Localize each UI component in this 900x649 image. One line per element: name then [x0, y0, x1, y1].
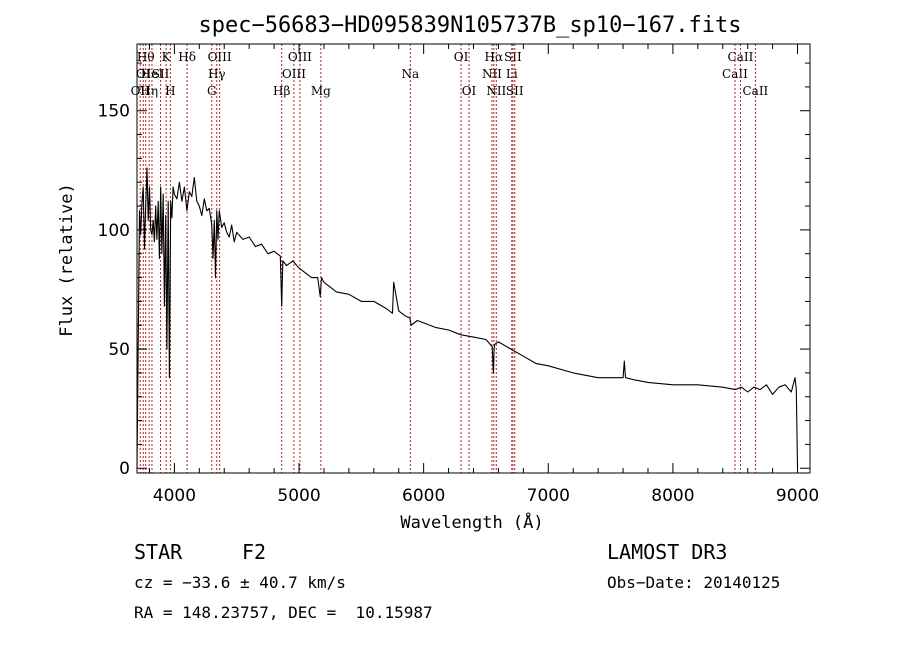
line-marker-label: Hδ: [178, 50, 196, 64]
line-marker-label: OI: [136, 67, 151, 81]
line-marker-label: CaII: [742, 84, 768, 98]
line-marker-label: Hγ: [208, 67, 226, 81]
observation-date: Obs−Date: 20140125: [607, 573, 781, 592]
spectrum-series: [136, 167, 799, 469]
line-marker-label: NII: [486, 84, 506, 98]
y-axis-label: Flux (relative): [57, 183, 77, 337]
y-tick-label: 50: [108, 340, 130, 360]
chart-title: spec−56683−HD095839N105737B_sp10−167.fit…: [198, 13, 741, 38]
y-tick-label: 0: [119, 459, 130, 479]
x-tick-label: 5000: [277, 486, 320, 506]
survey-name: LAMOST DR3: [607, 540, 728, 564]
line-marker-label: G: [207, 84, 217, 98]
line-marker-label: Li: [506, 67, 518, 81]
line-marker-label: OIII: [208, 50, 232, 64]
object-class: STAR: [134, 540, 183, 564]
line-marker-label: OIII: [282, 67, 306, 81]
spectrum-line: [136, 167, 799, 469]
line-marker-label: HeI: [141, 67, 164, 81]
x-tick-label: 9000: [776, 486, 819, 506]
line-marker-label: Hθ: [137, 50, 155, 64]
line-marker-label: Hα: [485, 50, 504, 64]
line-marker-label: SII: [152, 67, 170, 81]
redshift-velocity: cz = −33.6 ± 40.7 km/s: [134, 573, 346, 592]
line-marker-label: H: [165, 84, 175, 98]
line-marker-label: CaII: [722, 67, 748, 81]
x-tick-label: 7000: [527, 486, 570, 506]
line-marker-label: K: [162, 50, 172, 64]
line-marker-label: Hη: [140, 84, 158, 98]
line-marker-label: OI: [454, 50, 469, 64]
x-tick-label: 6000: [402, 486, 445, 506]
x-tick-label: 8000: [651, 486, 694, 506]
line-marker-label: OII: [131, 84, 151, 98]
coordinates: RA = 148.23757, DEC = 10.15987: [134, 603, 433, 622]
x-tick-label: 4000: [153, 486, 196, 506]
line-marker-label: Hβ: [273, 84, 290, 98]
line-marker-label: Mg: [311, 84, 331, 98]
line-marker-label: NII: [482, 67, 502, 81]
line-marker-label: CaII: [728, 50, 754, 64]
line-marker-label: Na: [401, 67, 419, 81]
line-marker-label: OIII: [288, 50, 312, 64]
x-axis-label: Wavelength (Å): [400, 511, 543, 533]
line-marker-label: SII: [504, 50, 522, 64]
subclass: F2: [242, 540, 267, 564]
line-markers: OIIOIHθHηHeISIIKHHδGHγOIIIHβOIIIOIIIMgNa…: [131, 44, 769, 473]
axis-ticks: 4000 5000 6000 7000 8000 9000 0 50 100 150: [98, 44, 819, 506]
plot-frame: [136, 43, 811, 474]
line-marker-label: OI: [462, 84, 477, 98]
line-marker-label: SII: [506, 84, 524, 98]
y-tick-label: 150: [98, 102, 130, 122]
y-tick-label: 100: [98, 221, 130, 241]
